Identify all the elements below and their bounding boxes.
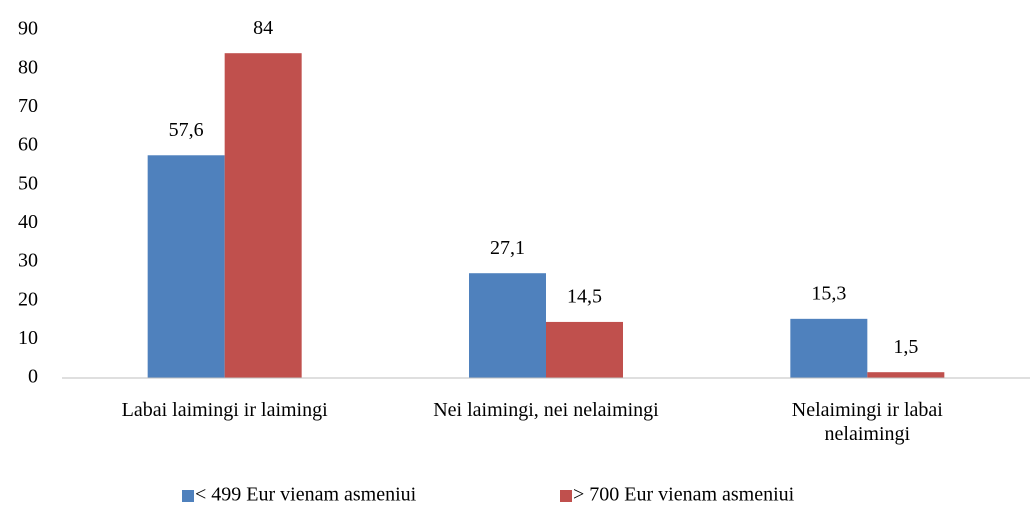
legend-swatch bbox=[560, 490, 572, 502]
y-tick-label: 0 bbox=[28, 366, 38, 388]
data-label: 14,5 bbox=[567, 286, 602, 308]
data-label: 57,6 bbox=[169, 119, 204, 141]
x-tick-label: Nei laimingi, nei nelaimingi bbox=[433, 399, 659, 421]
data-label: 27,1 bbox=[490, 237, 525, 259]
bar bbox=[546, 321, 623, 378]
y-tick-label: 70 bbox=[18, 95, 38, 117]
bar bbox=[469, 273, 546, 378]
y-tick-label: 40 bbox=[18, 211, 38, 233]
bar bbox=[867, 372, 945, 378]
y-tick-label: 60 bbox=[18, 134, 38, 156]
legend-label: < 499 Eur vienam asmeniui bbox=[195, 484, 417, 506]
data-label: 15,3 bbox=[811, 282, 846, 304]
y-tick-label: 30 bbox=[18, 250, 38, 272]
y-tick-label: 50 bbox=[18, 172, 38, 194]
legend-label: > 700 Eur vienam asmeniui bbox=[573, 484, 795, 506]
x-tick-label: Nelaimingi ir labai nelaimingi bbox=[791, 399, 943, 445]
bar bbox=[224, 53, 302, 378]
bar bbox=[790, 318, 868, 378]
y-tick-label: 80 bbox=[18, 56, 38, 78]
data-label: 1,5 bbox=[893, 336, 918, 358]
y-tick-label: 90 bbox=[18, 18, 38, 40]
y-tick-label: 20 bbox=[18, 288, 38, 310]
legend-swatch bbox=[182, 490, 194, 502]
y-tick-label: 10 bbox=[18, 327, 38, 349]
x-tick-label: Labai laimingi ir laimingi bbox=[121, 399, 328, 421]
data-label: 84 bbox=[253, 17, 273, 39]
bar bbox=[147, 155, 225, 378]
